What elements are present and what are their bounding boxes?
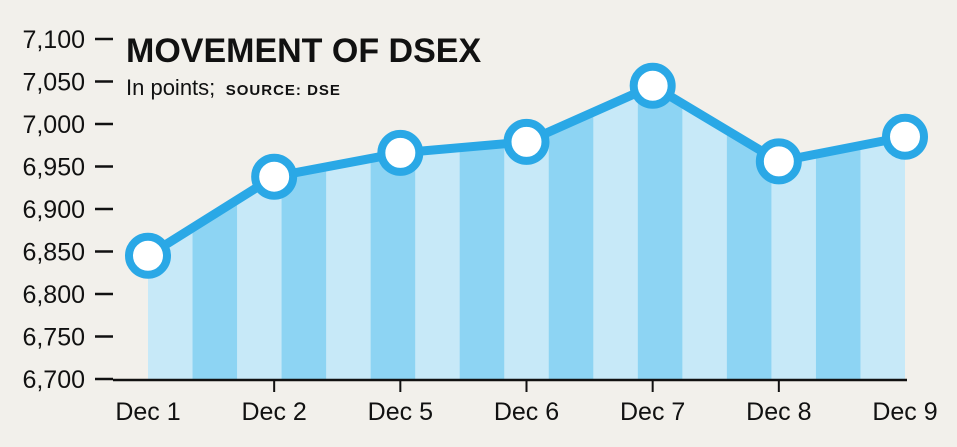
data-points <box>125 62 928 279</box>
x-tick-label: Dec 8 <box>746 398 811 426</box>
data-point <box>503 118 550 165</box>
data-point <box>755 138 802 185</box>
chart-source: SOURCE: DSE <box>226 82 341 99</box>
y-tick-label: 7,000 <box>22 111 85 139</box>
y-tick-label: 6,750 <box>22 324 85 352</box>
x-tick-label: Dec 5 <box>368 398 433 426</box>
area-band <box>281 85 327 379</box>
y-tick-label: 6,800 <box>22 281 85 309</box>
y-tick-label: 6,700 <box>22 366 85 394</box>
area-bands <box>148 85 905 379</box>
area-band <box>148 85 194 379</box>
y-tick-label: 6,900 <box>22 196 85 224</box>
chart-subtitle-line: In points; SOURCE: DSE <box>126 75 341 100</box>
x-tick-label: Dec 9 <box>872 398 937 426</box>
area-band <box>415 85 461 379</box>
area-band <box>504 85 550 379</box>
x-tick-label: Dec 1 <box>115 398 180 426</box>
chart-subtitle: In points; <box>126 75 215 100</box>
area-band <box>637 85 683 379</box>
y-tick-label: 6,850 <box>22 239 85 267</box>
area-band <box>815 85 861 379</box>
x-tick-label: Dec 2 <box>242 398 307 426</box>
area-band <box>771 85 817 379</box>
area-band <box>593 85 639 379</box>
area-band <box>370 85 416 379</box>
title-block: MOVEMENT OF DSEX In points; SOURCE: DSE <box>126 32 481 100</box>
area-band <box>726 85 772 379</box>
y-tick-label: 7,100 <box>22 26 85 54</box>
y-tick-label: 6,950 <box>22 154 85 182</box>
y-tick-label: 7,050 <box>22 69 85 97</box>
data-point <box>251 153 298 200</box>
data-point <box>882 113 928 160</box>
x-tick-label: Dec 7 <box>620 398 685 426</box>
chart-title: MOVEMENT OF DSEX <box>126 32 481 70</box>
area-band <box>860 85 905 379</box>
area-fill <box>148 85 905 379</box>
area-band <box>326 85 372 379</box>
x-tick-label: Dec 6 <box>494 398 559 426</box>
axes: 6,700 6,750 6,800 6,850 6,900 6,950 7,000 7,050… <box>22 26 937 426</box>
area-band <box>459 85 505 379</box>
area-band <box>548 85 594 379</box>
area-band <box>682 85 728 379</box>
data-point <box>629 62 676 109</box>
data-point <box>377 129 424 176</box>
data-point <box>125 232 171 279</box>
